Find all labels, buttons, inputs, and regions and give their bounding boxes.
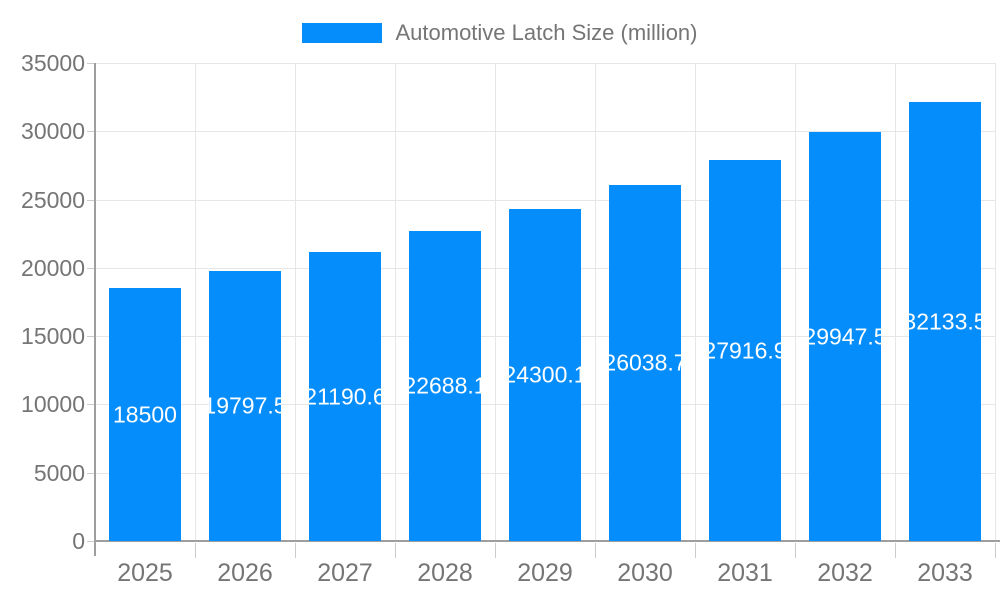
bar-value-label: 27916.9	[709, 337, 781, 363]
horizontal-gridline	[95, 200, 995, 201]
x-tick-label: 2025	[117, 559, 173, 587]
bar-value-label: 32133.5	[909, 308, 981, 334]
bar-value-label: 21190.6	[309, 383, 381, 409]
x-tick-mark	[895, 543, 896, 558]
y-tick-label: 30000	[21, 118, 85, 144]
bar[interactable]: 22688.1	[409, 231, 481, 541]
x-tick-label: 2028	[417, 559, 473, 587]
bar[interactable]: 32133.5	[909, 102, 981, 541]
bar[interactable]: 18500	[109, 288, 181, 541]
vertical-gridline	[995, 63, 996, 541]
y-tick-mark	[87, 63, 95, 64]
vertical-gridline	[295, 63, 296, 541]
x-tick-mark	[395, 543, 396, 558]
y-tick-label: 0	[72, 528, 85, 554]
y-tick-mark	[87, 541, 95, 542]
vertical-gridline	[495, 63, 496, 541]
bar-value-label: 24300.1	[509, 361, 581, 388]
vertical-gridline	[895, 63, 896, 541]
legend-item[interactable]: Automotive Latch Size (million)	[0, 22, 1000, 44]
y-tick-label: 35000	[21, 50, 85, 76]
x-axis-line	[95, 540, 1000, 542]
vertical-gridline	[695, 63, 696, 541]
x-tick-mark	[595, 543, 596, 558]
x-tick-label: 2029	[517, 559, 573, 587]
x-tick-label: 2026	[217, 559, 273, 587]
x-tick-label: 2032	[817, 559, 873, 587]
x-tick-label: 2033	[917, 559, 973, 587]
vertical-gridline	[795, 63, 796, 541]
bar[interactable]: 19797.5	[209, 271, 281, 541]
bar-value-label: 18500	[113, 401, 177, 427]
horizontal-gridline	[95, 63, 995, 64]
y-tick-label: 10000	[21, 391, 85, 417]
y-tick-mark	[87, 200, 95, 201]
bar[interactable]: 29947.5	[809, 132, 881, 541]
y-tick-label: 15000	[21, 323, 85, 349]
y-tick-mark	[87, 336, 95, 337]
y-tick-mark	[87, 473, 95, 474]
bar[interactable]: 24300.1	[509, 209, 581, 541]
legend-label: Automotive Latch Size (million)	[395, 20, 698, 45]
y-tick-mark	[87, 404, 95, 405]
y-tick-mark	[87, 131, 95, 132]
bar[interactable]: 27916.9	[709, 160, 781, 541]
x-tick-mark	[495, 543, 496, 558]
bar-value-label: 19797.5	[209, 392, 281, 419]
bar[interactable]: 26038.7	[609, 185, 681, 541]
y-tick-mark	[87, 268, 95, 269]
y-tick-label: 20000	[21, 255, 85, 281]
x-tick-mark	[195, 543, 196, 558]
y-tick-label: 5000	[33, 460, 85, 486]
y-tick-label: 25000	[21, 187, 85, 213]
vertical-gridline	[595, 63, 596, 541]
x-tick-label: 2031	[717, 559, 773, 587]
vertical-gridline	[195, 63, 196, 541]
x-tick-mark	[695, 543, 696, 558]
x-tick-mark	[995, 543, 996, 558]
bar[interactable]: 21190.6	[309, 252, 381, 541]
bar-value-label: 29947.5	[809, 323, 881, 349]
x-tick-mark	[295, 543, 296, 558]
x-tick-mark	[795, 543, 796, 558]
x-tick-label: 2030	[617, 559, 673, 587]
horizontal-gridline	[95, 131, 995, 132]
bar-value-label: 26038.7	[609, 349, 681, 376]
y-axis-line	[94, 63, 96, 556]
x-tick-label: 2027	[317, 559, 373, 587]
legend-swatch	[302, 23, 383, 43]
bar-value-label: 22688.1	[409, 372, 481, 399]
vertical-gridline	[395, 63, 396, 541]
